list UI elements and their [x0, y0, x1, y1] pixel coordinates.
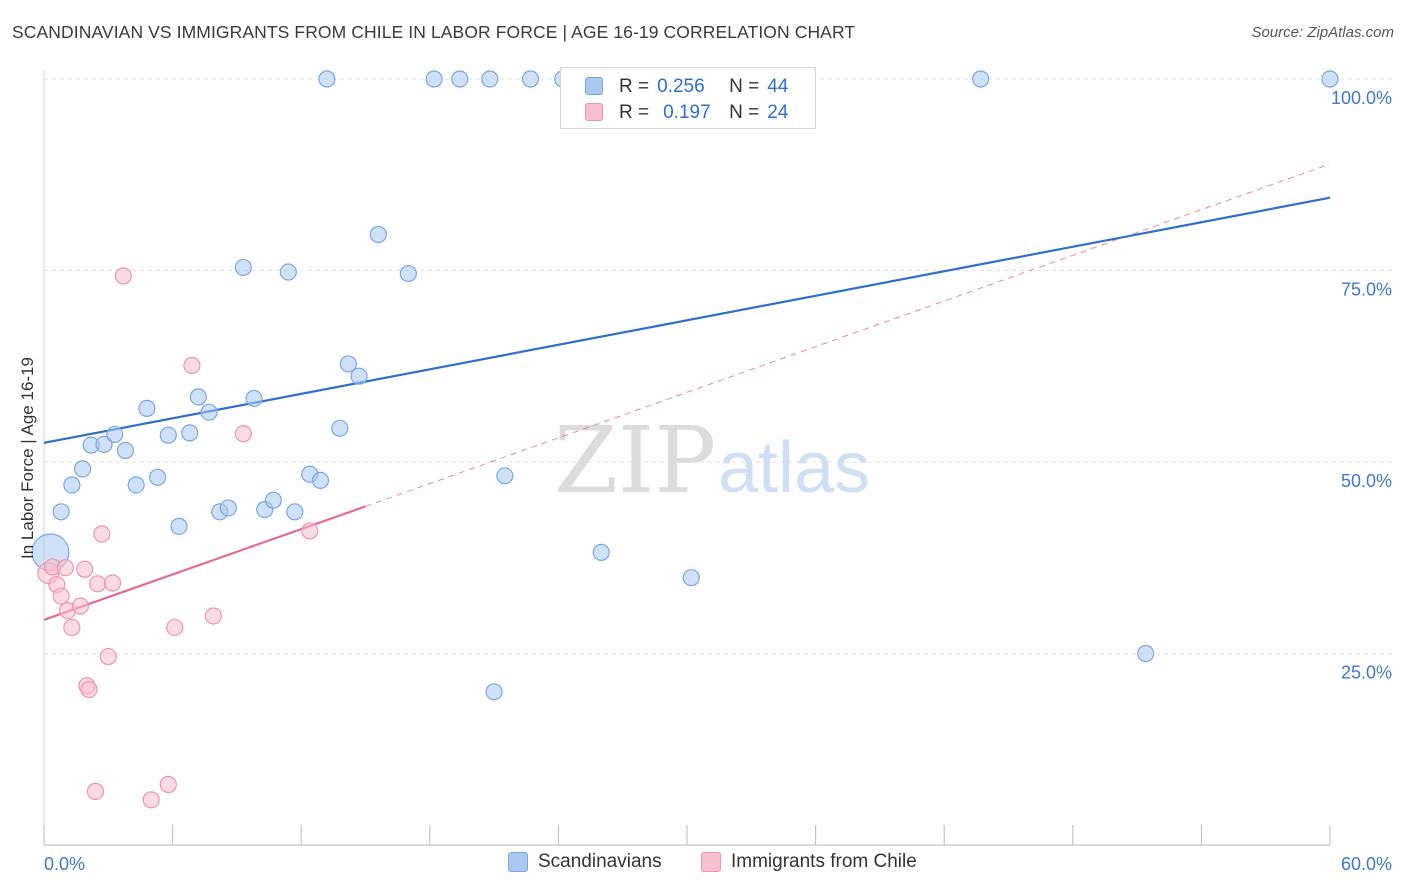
x-tick-label: 0.0%: [44, 854, 85, 874]
point-scandinavians: [399, 264, 417, 283]
series-legend: Scandinavians Immigrants from Chile: [0, 851, 1406, 877]
point-chile: [80, 680, 98, 699]
series-swatch-pink: [701, 852, 721, 872]
point-scandinavians: [369, 225, 387, 244]
y-tick-label: 50.0%: [1341, 471, 1392, 491]
legend-n-value: 24: [767, 102, 789, 123]
series-legend-scandinavians: Scandinavians: [508, 851, 662, 873]
trend-line-chile-extended: [365, 163, 1331, 507]
point-scandinavians: [331, 419, 349, 437]
legend-swatch-blue: [585, 77, 603, 95]
point-chile: [142, 791, 160, 809]
series-legend-chile: Immigrants from Chile: [701, 851, 917, 873]
point-scandinavians: [592, 543, 610, 561]
point-scandinavians: [481, 70, 499, 88]
point-scandinavians: [1321, 70, 1339, 88]
series-swatch-blue: [508, 852, 528, 872]
point-chile: [86, 782, 105, 800]
point-scandinavians: [95, 435, 113, 453]
point-scandinavians: [496, 467, 514, 485]
trend-lines: [43, 163, 1331, 621]
legend-r-value: 0.197: [663, 102, 711, 123]
legend-row-scandinavians: R = 0.256 N = 44: [585, 74, 789, 100]
point-scandinavians: [264, 491, 282, 509]
point-scandinavians: [219, 499, 237, 517]
point-scandinavians: [245, 389, 263, 408]
point-scandinavians: [148, 468, 167, 486]
point-scandinavians: [52, 503, 70, 521]
point-scandinavians: [279, 263, 297, 281]
y-axis-label: In Labor Force | Age 16-19: [18, 357, 37, 559]
point-chile: [301, 522, 319, 540]
point-scandinavians: [189, 388, 207, 406]
point-scandinavians: [234, 258, 252, 277]
point-scandinavians: [138, 399, 156, 417]
point-scandinavians: [159, 426, 177, 444]
legend-n-value: 44: [767, 76, 789, 97]
point-scandinavians: [339, 355, 357, 373]
point-chile: [183, 356, 201, 375]
legend-n-label: N =: [729, 76, 760, 97]
point-scandinavians: [682, 569, 700, 587]
point-scandinavians: [63, 476, 81, 494]
point-chile: [76, 560, 94, 578]
y-tick-label: 100.0%: [1331, 88, 1392, 108]
axes: [43, 70, 1331, 846]
point-scandinavians: [451, 70, 469, 88]
point-chile: [71, 597, 90, 615]
point-chile: [166, 618, 184, 637]
data-points: [31, 70, 1339, 809]
point-scandinavians: [350, 367, 368, 385]
legend-swatch-pink: [585, 103, 603, 121]
y-tick-label: 25.0%: [1341, 663, 1392, 683]
point-scandinavians: [116, 441, 135, 460]
point-chile: [52, 587, 70, 605]
trend-line-chile: [43, 505, 366, 621]
point-chile: [234, 425, 252, 443]
point-chile: [99, 647, 117, 666]
point-chile: [103, 574, 122, 592]
legend-r-value: 0.256: [657, 76, 705, 97]
point-chile: [159, 775, 177, 794]
point-scandinavians: [106, 425, 124, 444]
point-chile: [56, 559, 75, 577]
point-scandinavians: [521, 70, 540, 88]
point-scandinavians: [485, 683, 503, 701]
legend-row-chile: R = 0.197 N = 24: [585, 100, 789, 126]
y-tick-label: 75.0%: [1341, 280, 1392, 300]
point-scandinavians: [127, 476, 145, 494]
point-scandinavians: [181, 424, 199, 442]
point-scandinavians: [311, 471, 330, 489]
point-scandinavians: [318, 70, 336, 88]
point-scandinavians: [286, 503, 304, 521]
point-chile: [88, 575, 107, 593]
legend: R = 0.256 N = 44 R = 0.197 N = 24: [560, 67, 816, 129]
point-scandinavians: [1137, 644, 1155, 663]
legend-n-label: N =: [729, 102, 760, 123]
watermark-zip: ZIP: [554, 407, 716, 514]
point-scandinavians: [73, 460, 92, 478]
legend-r-label: R =: [619, 76, 650, 97]
point-chile: [93, 525, 111, 543]
point-chile: [114, 267, 132, 285]
point-chile: [204, 607, 222, 625]
chart-title: SCANDINAVIAN VS IMMIGRANTS FROM CHILE IN…: [12, 22, 856, 42]
tick-labels: 25.0% 50.0% 75.0% 100.0% 0.0% 60.0%: [44, 88, 1392, 874]
point-chile: [63, 618, 81, 637]
point-scandinavians: [972, 70, 990, 88]
watermark-atlas: atlas: [718, 428, 870, 508]
series-name: Immigrants from Chile: [731, 851, 917, 872]
watermark: ZIP atlas: [554, 407, 870, 514]
point-scandinavians: [170, 517, 188, 535]
x-tick-label: 60.0%: [1341, 854, 1392, 874]
point-scandinavians: [200, 403, 218, 421]
grid-lines: [44, 78, 1392, 654]
source-credit: Source: ZipAtlas.com: [1251, 24, 1394, 41]
series-name: Scandinavians: [538, 851, 662, 872]
legend-r-label: R =: [619, 102, 650, 123]
point-scandinavians: [425, 70, 443, 88]
